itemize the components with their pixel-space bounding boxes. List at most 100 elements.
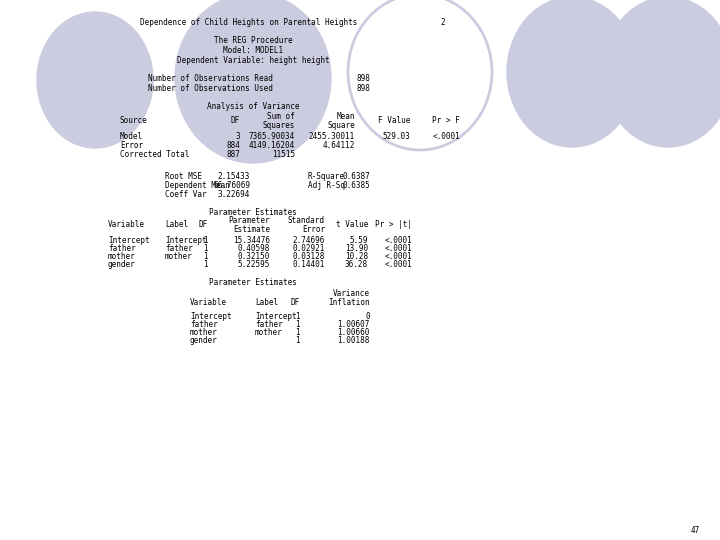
Text: mother: mother (108, 252, 136, 261)
Text: Dependent Mean: Dependent Mean (165, 181, 230, 190)
Text: 2455.30011: 2455.30011 (309, 132, 355, 141)
Text: 2.15433: 2.15433 (217, 172, 250, 181)
Text: 1.00660: 1.00660 (338, 328, 370, 337)
Text: Dependence of Child Heights on Parental Heights: Dependence of Child Heights on Parental … (140, 18, 357, 27)
Text: 11515: 11515 (272, 150, 295, 159)
Text: Number of Observations Used: Number of Observations Used (148, 84, 273, 93)
Text: father: father (255, 320, 283, 329)
Text: <.0001: <.0001 (384, 236, 412, 245)
Text: Model: MODEL1: Model: MODEL1 (223, 46, 283, 55)
Text: Inflation: Inflation (328, 298, 370, 307)
Text: 13.90: 13.90 (345, 244, 368, 253)
Text: DF: DF (291, 298, 300, 307)
Text: 7365.90034: 7365.90034 (248, 132, 295, 141)
Text: 1.00188: 1.00188 (338, 336, 370, 345)
Text: Intercept: Intercept (190, 312, 232, 321)
Text: Analysis of Variance: Analysis of Variance (207, 102, 300, 111)
Text: gender: gender (190, 336, 217, 345)
Text: father: father (108, 244, 136, 253)
Text: 0.6385: 0.6385 (342, 181, 370, 190)
Text: R-Square: R-Square (308, 172, 345, 181)
Text: Mean: Mean (336, 112, 355, 121)
Text: Intercept: Intercept (255, 312, 297, 321)
Text: The REG Procedure: The REG Procedure (214, 36, 292, 45)
Text: father: father (190, 320, 217, 329)
Text: 1.00607: 1.00607 (338, 320, 370, 329)
Text: <.0001: <.0001 (384, 260, 412, 269)
Text: Estimate: Estimate (233, 225, 270, 234)
Text: DF: DF (199, 220, 208, 229)
Text: Intercept: Intercept (165, 236, 207, 245)
Text: Error: Error (120, 141, 143, 150)
Text: 898: 898 (356, 84, 370, 93)
Ellipse shape (175, 0, 331, 163)
Text: Variance: Variance (333, 289, 370, 298)
Text: 0.03128: 0.03128 (292, 252, 325, 261)
Text: DF: DF (230, 116, 240, 125)
Text: 4.64112: 4.64112 (323, 141, 355, 150)
Text: Sum of: Sum of (267, 112, 295, 121)
Text: Variable: Variable (190, 298, 227, 307)
Text: Squares: Squares (263, 121, 295, 130)
Text: Model: Model (120, 132, 143, 141)
Text: F Value: F Value (377, 116, 410, 125)
Text: Corrected Total: Corrected Total (120, 150, 189, 159)
Text: Parameter: Parameter (228, 216, 270, 225)
Text: <.0001: <.0001 (384, 244, 412, 253)
Text: 1: 1 (295, 336, 300, 345)
Text: 1: 1 (203, 252, 208, 261)
Text: 5.59: 5.59 (349, 236, 368, 245)
Text: 36.28: 36.28 (345, 260, 368, 269)
Text: Dependent Variable: height height: Dependent Variable: height height (176, 56, 329, 65)
Text: Variable: Variable (108, 220, 145, 229)
Text: 2.74696: 2.74696 (292, 236, 325, 245)
Text: Coeff Var: Coeff Var (165, 190, 207, 199)
Text: 47: 47 (690, 526, 700, 535)
Text: Intercept: Intercept (108, 236, 150, 245)
Text: Parameter Estimates: Parameter Estimates (209, 278, 297, 287)
Text: 3.22694: 3.22694 (217, 190, 250, 199)
Text: 10.28: 10.28 (345, 252, 368, 261)
Text: 0.6387: 0.6387 (342, 172, 370, 181)
Text: Error: Error (302, 225, 325, 234)
Text: 1: 1 (203, 260, 208, 269)
Text: 529.03: 529.03 (382, 132, 410, 141)
Text: Adj R-Sq: Adj R-Sq (308, 181, 345, 190)
Text: Number of Observations Read: Number of Observations Read (148, 74, 273, 83)
Text: 1: 1 (295, 320, 300, 329)
Text: 1: 1 (203, 244, 208, 253)
Text: father: father (165, 244, 193, 253)
Text: mother: mother (165, 252, 193, 261)
Ellipse shape (37, 12, 153, 148)
Text: 66.76069: 66.76069 (213, 181, 250, 190)
Text: 5.22595: 5.22595 (238, 260, 270, 269)
Text: 0.14401: 0.14401 (292, 260, 325, 269)
Text: 1: 1 (203, 236, 208, 245)
Text: 0: 0 (365, 312, 370, 321)
Text: 2: 2 (440, 18, 445, 27)
Text: Pr > F: Pr > F (432, 116, 460, 125)
Text: 0.32150: 0.32150 (238, 252, 270, 261)
Text: Label: Label (255, 298, 278, 307)
Text: <.0001: <.0001 (432, 132, 460, 141)
Text: 1: 1 (295, 312, 300, 321)
Text: 0.40598: 0.40598 (238, 244, 270, 253)
Ellipse shape (603, 0, 720, 147)
Text: 1: 1 (295, 328, 300, 337)
Text: Source: Source (120, 116, 148, 125)
Text: Label: Label (165, 220, 188, 229)
Ellipse shape (507, 0, 637, 147)
Text: Root MSE: Root MSE (165, 172, 202, 181)
Text: 15.34476: 15.34476 (233, 236, 270, 245)
Text: t Value: t Value (336, 220, 368, 229)
Text: 887: 887 (226, 150, 240, 159)
Text: gender: gender (108, 260, 136, 269)
Text: mother: mother (255, 328, 283, 337)
Text: Parameter Estimates: Parameter Estimates (209, 208, 297, 217)
Text: Standard: Standard (288, 216, 325, 225)
Text: 0.02921: 0.02921 (292, 244, 325, 253)
Text: 884: 884 (226, 141, 240, 150)
Text: Pr > |t|: Pr > |t| (375, 220, 412, 229)
Text: mother: mother (190, 328, 217, 337)
Text: Square: Square (328, 121, 355, 130)
